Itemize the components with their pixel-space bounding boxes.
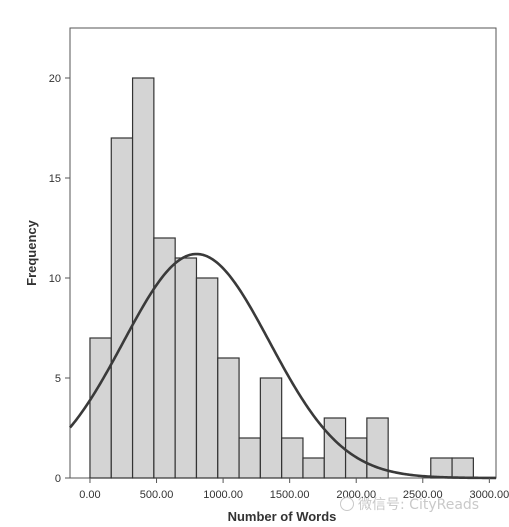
x-tick-label: 3000.00 [469, 489, 509, 501]
x-axis-title: Number of Words [228, 509, 337, 524]
x-tick-label: 1000.00 [203, 489, 243, 501]
wechat-icon [340, 497, 354, 511]
y-tick-label: 20 [49, 73, 61, 85]
y-tick-label: 15 [49, 173, 61, 185]
y-axis: 0 5 10 15 20 [49, 73, 70, 485]
histogram-bar-0 [89, 337, 112, 479]
y-axis-title: Frequency [24, 219, 39, 286]
curve-group [69, 252, 497, 480]
histogram-bar-4 [174, 257, 198, 479]
x-tick-label: 0.00 [79, 489, 100, 501]
histogram-bar-7 [238, 437, 261, 479]
histogram-bar-1 [110, 137, 134, 479]
normal-curve-line [69, 252, 497, 480]
x-tick-label: 1500.00 [270, 489, 310, 501]
y-tick-label: 5 [55, 373, 61, 385]
histogram-bar-2 [131, 77, 155, 479]
x-tick-label: 500.00 [140, 489, 174, 501]
histogram-bar-13 [366, 417, 389, 479]
histogram-bar-6 [217, 357, 240, 479]
histogram-bar-8 [259, 377, 283, 479]
histogram-bar-10 [302, 457, 325, 479]
watermark: 微信号: CityReads [340, 494, 479, 514]
x-tick-label: 2500.00 [403, 489, 443, 501]
histogram-bar-16 [430, 457, 453, 479]
x-axis: 0.00 500.00 1000.00 1500.00 2000.00 2500.00 30… [79, 478, 509, 501]
y-tick-label: 0 [55, 473, 61, 485]
histogram-bar-9 [281, 437, 304, 479]
y-tick-label: 10 [49, 273, 61, 285]
watermark-text: 微信号: CityReads [358, 497, 480, 513]
histogram-bar-17 [451, 457, 474, 479]
histogram-bar-5 [195, 277, 219, 479]
